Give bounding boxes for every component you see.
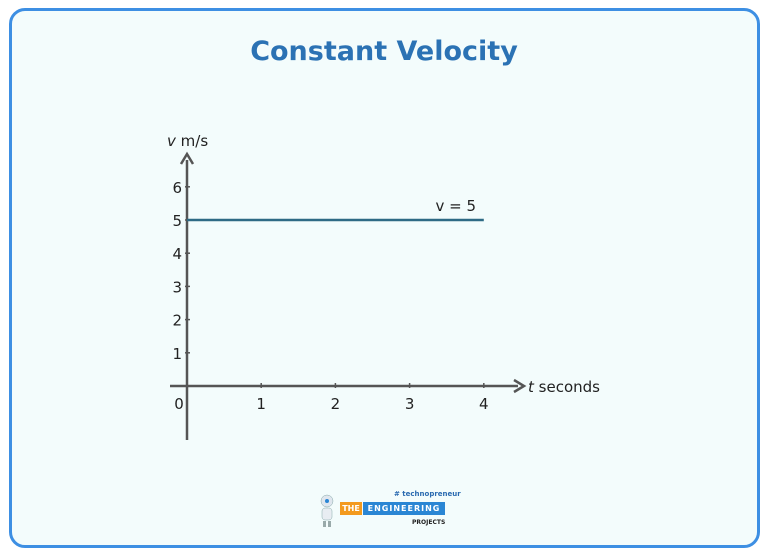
logo-projects: PROJECTS	[412, 519, 446, 526]
x-axis-arrow	[513, 378, 527, 394]
y-tick-label: 6	[172, 179, 182, 197]
x-tick-label: 2	[331, 395, 341, 413]
y-tick-label: 4	[172, 245, 182, 263]
y-tick-label: 1	[172, 345, 182, 363]
card-frame	[9, 8, 760, 548]
y-tick-label: 2	[172, 312, 182, 330]
page-title: Constant Velocity	[250, 36, 518, 67]
line-annotation: v = 5	[435, 197, 476, 215]
x-tick-label: 4	[479, 395, 489, 413]
y-tick-label: 3	[172, 278, 182, 296]
logo-tagline: # technopreneur	[394, 490, 461, 498]
logo-the: THE	[340, 502, 362, 515]
y-axis-label: v m/s	[167, 132, 208, 150]
y-axis-arrow	[179, 151, 195, 165]
logo: # technopreneur THE ENGINEERING PROJECTS	[316, 490, 461, 534]
logo-engineering: ENGINEERING	[363, 502, 445, 515]
x-tick-label: 1	[256, 395, 266, 413]
robot-logo-icon	[320, 494, 334, 527]
x-tick-label: 3	[405, 395, 415, 413]
y-tick-label: 5	[172, 212, 182, 230]
x-axis-label: t seconds	[528, 378, 600, 396]
x-tick-label: 0	[174, 395, 184, 413]
